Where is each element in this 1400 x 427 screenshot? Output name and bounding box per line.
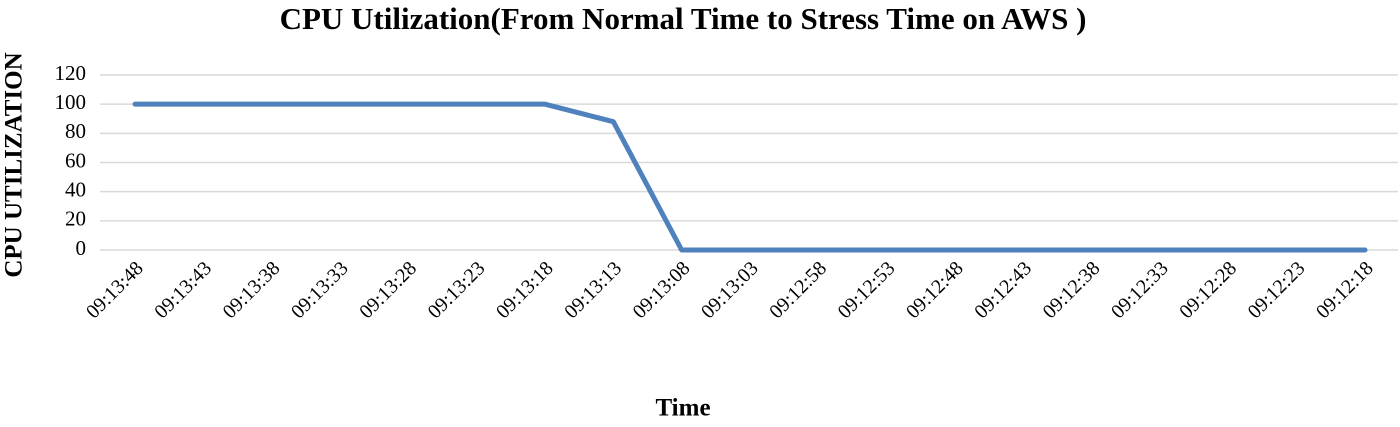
x-tick-label: 09:13:43 (150, 257, 216, 323)
x-tick-label: 09:13:33 (287, 257, 353, 323)
x-tick-label: 09:12:48 (902, 257, 968, 323)
data-line (132, 101, 1368, 253)
x-tick-label: 09:13:08 (629, 257, 695, 323)
x-tick-label: 09:13:48 (82, 257, 148, 323)
x-tick-label: 09:13:18 (492, 257, 558, 323)
x-tick-label: 09:12:58 (765, 257, 831, 323)
y-tick-label: 60 (65, 148, 86, 172)
y-tick-label: 40 (65, 177, 86, 201)
x-axis-title: Time (655, 395, 710, 422)
y-tick-label: 80 (65, 119, 86, 143)
x-tick-label: 09:12:18 (1312, 257, 1378, 323)
x-tick-label: 09:12:43 (970, 257, 1036, 323)
chart-title: CPU Utilization(From Normal Time to Stre… (280, 1, 1087, 36)
y-tick-label: 0 (76, 236, 87, 260)
x-tick-label: 09:12:23 (1244, 257, 1310, 323)
x-tick-label: 09:12:28 (1175, 257, 1241, 323)
x-tick-label: 09:12:38 (1039, 257, 1105, 323)
y-tick-label: 100 (55, 90, 87, 114)
y-tick-label: 20 (65, 207, 86, 231)
x-tick-label: 09:13:38 (219, 257, 285, 323)
y-axis-title: CPU UTILIZATION (1, 52, 28, 277)
y-tick-label: 120 (55, 61, 87, 85)
x-tick-label: 09:13:03 (697, 257, 763, 323)
x-tick-label: 09:13:28 (355, 257, 421, 323)
x-tick-label: 09:13:13 (560, 257, 626, 323)
x-tick-label: 09:12:53 (834, 257, 900, 323)
x-tick-label: 09:13:23 (424, 257, 490, 323)
x-tick-label: 09:12:33 (1107, 257, 1173, 323)
